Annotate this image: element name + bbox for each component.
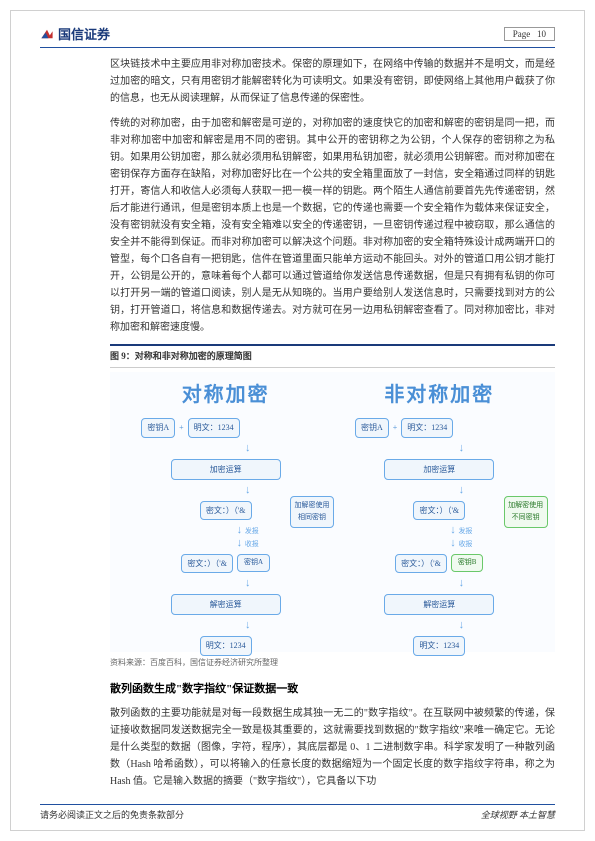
ciphertext-box-r2: 密文：）（'& bbox=[395, 554, 447, 574]
plaintext-box: 明文：1234 bbox=[188, 418, 240, 438]
encrypt-op-box: 加密运算 bbox=[171, 459, 281, 481]
arrow-down-icon: ↓ bbox=[167, 577, 328, 590]
arrow-down-icon: ↓ bbox=[167, 484, 328, 497]
arrow-down-icon: ↓ bbox=[167, 619, 328, 632]
arrow-down-icon: ↓ bbox=[381, 619, 542, 632]
encrypt-op-box-r: 加密运算 bbox=[384, 459, 494, 481]
arrow-down-icon: ↓ bbox=[167, 442, 328, 455]
paragraph-2: 传统的对称加密，由于加密和解密是可逆的，对称加密的速度快它的加密和解密的密钥是同… bbox=[110, 115, 555, 336]
main-content: 区块链技术中主要应用非对称加密技术。保密的原理如下，在网络中传输的数据并不是明文… bbox=[110, 56, 555, 798]
same-key-note: 加解密使用相同密钥 bbox=[290, 496, 334, 528]
ciphertext-box-r: 密文：）（'& bbox=[413, 501, 465, 521]
symmetric-panel: 对称加密 密钥A + 明文：1234 ↓ 加密运算 ↓ 密文：）（'& ↓ 发报… bbox=[123, 378, 328, 646]
company-logo: 国信证券 bbox=[40, 24, 110, 43]
ciphertext-box-2: 密文：）（'& bbox=[181, 554, 233, 574]
page-number: Page 10 bbox=[504, 27, 555, 41]
logo-icon bbox=[40, 27, 54, 41]
footer-slogan: 全球视野 本土智慧 bbox=[481, 808, 555, 821]
decrypt-op-box: 解密运算 bbox=[171, 594, 281, 616]
decrypt-op-box-r: 解密运算 bbox=[384, 594, 494, 616]
arrow-down-icon: ↓ 收报 bbox=[167, 537, 328, 550]
section-title: 散列函数生成"数字指纹"保证数据一致 bbox=[110, 680, 555, 699]
plaintext-box-r: 明文：1234 bbox=[401, 418, 453, 438]
arrow-down-icon: ↓ bbox=[381, 484, 542, 497]
plus-icon: + bbox=[179, 421, 184, 435]
paragraph-3: 散列函数的主要功能就是对每一段数据生成其独一无二的"数字指纹"。在互联网中被频繁… bbox=[110, 705, 555, 790]
plaintext-out-box-r: 明文：1234 bbox=[413, 636, 465, 656]
arrow-down-icon: ↓ 收报 bbox=[381, 537, 542, 550]
asymmetric-panel: 非对称加密 密钥A + 明文：1234 ↓ 加密运算 ↓ 密文：）（'& ↓ 发… bbox=[337, 378, 542, 646]
plus-icon: + bbox=[393, 421, 398, 435]
arrow-down-icon: ↓ bbox=[381, 442, 542, 455]
page-footer: 请务必阅读正文之后的免责条款部分 全球视野 本土智慧 bbox=[40, 804, 555, 821]
encryption-diagram: 对称加密 密钥A + 明文：1234 ↓ 加密运算 ↓ 密文：）（'& ↓ 发报… bbox=[110, 372, 555, 652]
page-header: 国信证券 Page 10 bbox=[40, 24, 555, 48]
paragraph-1: 区块链技术中主要应用非对称加密技术。保密的原理如下，在网络中传输的数据并不是明文… bbox=[110, 56, 555, 107]
arrow-down-icon: ↓ bbox=[381, 577, 542, 590]
key-b-box: 密钥B bbox=[451, 554, 484, 572]
figure-title: 图 9：对称和非对称加密的原理简图 bbox=[110, 344, 555, 368]
ciphertext-box: 密文：）（'& bbox=[200, 501, 252, 521]
footer-disclaimer: 请务必阅读正文之后的免责条款部分 bbox=[40, 808, 184, 821]
asymmetric-title: 非对称加密 bbox=[337, 378, 542, 412]
symmetric-title: 对称加密 bbox=[123, 378, 328, 412]
plaintext-out-box: 明文：1234 bbox=[200, 636, 252, 656]
company-name: 国信证券 bbox=[58, 24, 110, 43]
key-a-box: 密钥A bbox=[141, 418, 175, 438]
key-a-box-r: 密钥A bbox=[355, 418, 389, 438]
figure-caption: 资料来源：百度百科，国信证券经济研究所整理 bbox=[110, 656, 555, 670]
diff-key-note: 加解密使用不同密钥 bbox=[504, 496, 548, 528]
key-a-box-2: 密钥A bbox=[237, 554, 270, 572]
